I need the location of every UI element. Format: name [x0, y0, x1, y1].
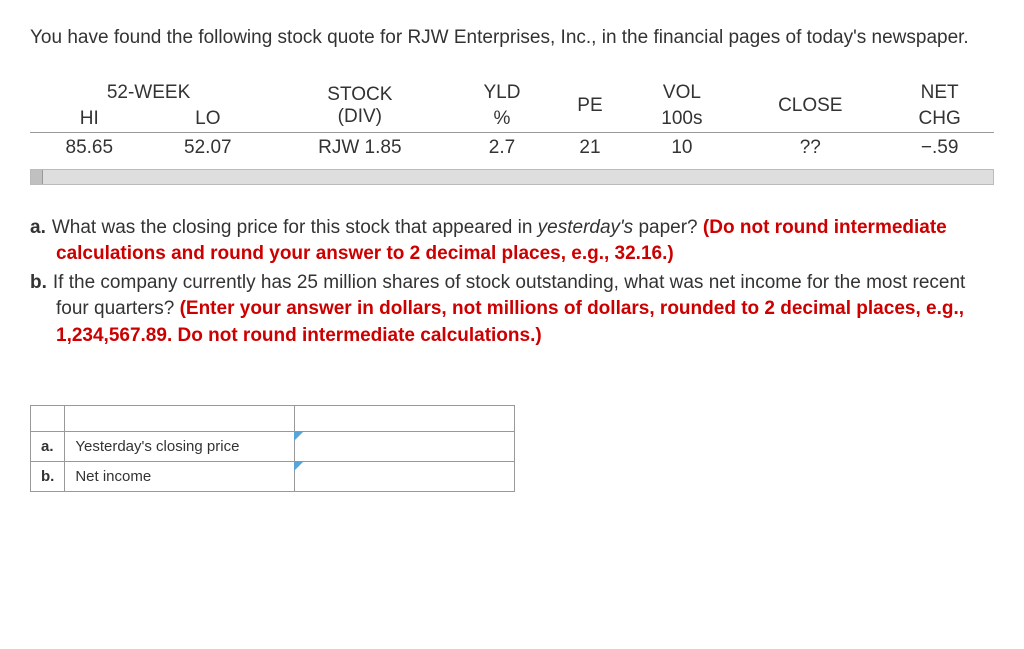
- horizontal-scrollbar[interactable]: [30, 169, 994, 185]
- answer-a-label: Yesterday's closing price: [65, 431, 295, 461]
- header-pct: %: [453, 106, 552, 133]
- intro-paragraph: You have found the following stock quote…: [30, 25, 994, 52]
- question-a-text-pre: What was the closing price for this stoc…: [52, 217, 538, 238]
- header-lo: LO: [149, 106, 268, 133]
- input-marker-icon: [294, 431, 304, 441]
- header-vol: VOL: [629, 80, 736, 106]
- answer-spacer-row: [31, 405, 515, 431]
- answer-a-letter: a.: [31, 431, 65, 461]
- question-b: b.If the company currently has 25 millio…: [30, 270, 994, 350]
- answer-b-letter: b.: [31, 461, 65, 491]
- header-hi: HI: [30, 106, 149, 133]
- cell-yld: 2.7: [453, 132, 552, 163]
- header-net: NET: [885, 80, 994, 106]
- cell-stock: RJW 1.85: [267, 132, 452, 163]
- question-a-italic: yesterday's: [538, 217, 634, 238]
- answer-table: a. Yesterday's closing price b. Net inco…: [30, 405, 515, 492]
- cell-pe: 21: [551, 132, 628, 163]
- spacer-cell: [31, 405, 65, 431]
- cell-vol: 10: [629, 132, 736, 163]
- stock-quote-table: 52-WEEK STOCK (DIV) YLD PE VOL CLOSE NET…: [30, 80, 994, 163]
- answer-b-input-cell: [295, 461, 515, 491]
- questions-block: a. What was the closing price for this st…: [30, 215, 994, 350]
- header-yld: YLD: [453, 80, 552, 106]
- question-b-instructions: (Enter your answer in dollars, not milli…: [56, 298, 964, 346]
- answer-row-b: b. Net income: [31, 461, 515, 491]
- answer-a-input[interactable]: [295, 432, 514, 461]
- header-pe: PE: [551, 80, 628, 133]
- header-chg: CHG: [885, 106, 994, 133]
- header-100s: 100s: [629, 106, 736, 133]
- input-marker-icon: [294, 461, 304, 471]
- question-a: a. What was the closing price for this st…: [30, 215, 994, 268]
- div-label: (DIV): [338, 106, 382, 127]
- question-a-text-post: paper?: [633, 217, 703, 238]
- cell-hi: 85.65: [30, 132, 149, 163]
- spacer-cell: [65, 405, 295, 431]
- answer-a-input-cell: [295, 431, 515, 461]
- answer-b-input[interactable]: [295, 462, 514, 491]
- scrollbar-thumb[interactable]: [31, 170, 43, 184]
- spacer-input-cell: [295, 405, 515, 431]
- cell-close: ??: [735, 132, 885, 163]
- answer-b-label: Net income: [65, 461, 295, 491]
- stock-label: STOCK: [327, 84, 392, 105]
- header-52week: 52-WEEK: [30, 80, 267, 106]
- cell-chg: −.59: [885, 132, 994, 163]
- question-b-letter: b.: [30, 272, 47, 293]
- answer-row-a: a. Yesterday's closing price: [31, 431, 515, 461]
- stock-data-row: 85.65 52.07 RJW 1.85 2.7 21 10 ?? −.59: [30, 132, 994, 163]
- question-a-letter: a.: [30, 217, 46, 238]
- header-stock: STOCK (DIV): [267, 80, 452, 133]
- cell-lo: 52.07: [149, 132, 268, 163]
- header-close: CLOSE: [735, 80, 885, 133]
